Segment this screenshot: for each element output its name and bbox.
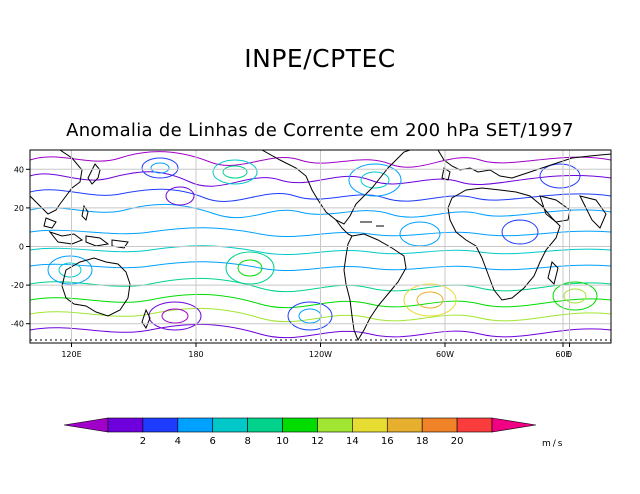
colorbar-label: 12 xyxy=(311,436,324,447)
eddy xyxy=(501,219,539,245)
streamline xyxy=(30,293,611,309)
colorbar-swatch xyxy=(142,417,179,433)
coastline-madagascar xyxy=(547,261,559,285)
eddy xyxy=(237,259,263,277)
colorbar-label: 18 xyxy=(416,436,429,447)
coastline-central-america xyxy=(335,219,353,237)
colorbar-label: 10 xyxy=(276,436,289,447)
colorbar-swatch xyxy=(282,417,318,433)
colorbar-swatch xyxy=(317,417,353,433)
colorbar-label: 4 xyxy=(175,436,181,447)
streamlines xyxy=(30,151,611,339)
eddy xyxy=(225,251,275,285)
coastline-north-america xyxy=(261,150,411,225)
coastline-indonesia xyxy=(43,217,129,249)
colorbar-label: 16 xyxy=(381,436,394,447)
colorbar-tip-low xyxy=(63,417,109,433)
streamline xyxy=(30,227,611,237)
lat-tick-label: 40 xyxy=(14,165,24,174)
lon-tick-label: 120W xyxy=(309,350,332,359)
coastline-africa xyxy=(447,187,561,301)
eddy xyxy=(563,288,587,304)
streamline xyxy=(30,277,611,293)
eddy xyxy=(287,301,333,331)
streamline xyxy=(30,188,611,202)
lat-ticks: 40 20 0 -20 -40 xyxy=(11,165,30,329)
streamline xyxy=(30,245,611,255)
coastline-europe xyxy=(437,150,611,179)
eddy xyxy=(416,291,444,309)
colorbar-label: 14 xyxy=(346,436,359,447)
colorbar-unit: m/s xyxy=(542,439,565,449)
eddy xyxy=(58,262,82,278)
streamline xyxy=(30,323,611,339)
colorbar-swatch xyxy=(212,417,248,433)
eddy xyxy=(141,157,179,179)
eddy xyxy=(150,162,170,174)
lon-tick-label: 60W xyxy=(436,350,454,359)
streamline xyxy=(30,203,611,219)
coastline-arabia xyxy=(539,195,571,223)
colorbar-tip-high xyxy=(491,417,537,433)
streamline xyxy=(30,151,611,168)
lon-tick-label: 60E xyxy=(555,350,570,359)
lon-tick-label: 0 xyxy=(567,350,572,359)
lat-tick-label: 20 xyxy=(14,204,24,213)
streamline xyxy=(30,171,611,187)
colorbar-label: 20 xyxy=(451,436,464,447)
eddy xyxy=(212,159,258,185)
coastline-philippines xyxy=(81,204,89,221)
eddy xyxy=(539,163,581,189)
eddy xyxy=(165,186,195,206)
header-title: INPE/CPTEC xyxy=(244,44,396,73)
colorbar-swatch xyxy=(107,417,144,433)
colorbar-swatch xyxy=(386,417,423,433)
colorbar-label: 2 xyxy=(140,436,146,447)
colorbar-label: 6 xyxy=(210,436,216,447)
colorbar-swatch xyxy=(352,417,388,433)
eddy xyxy=(161,308,189,324)
lat-tick-label: -20 xyxy=(11,281,24,290)
grid-lines xyxy=(30,150,611,343)
lon-tick-label: 120E xyxy=(61,350,81,359)
colorbar-swatch xyxy=(421,417,458,433)
colorbar-label: 8 xyxy=(244,436,250,447)
lat-tick-label: -40 xyxy=(11,320,24,329)
coastline-newzealand xyxy=(141,308,151,330)
eddy xyxy=(222,165,248,179)
colorbar-swatch xyxy=(177,417,214,433)
lon-tick-label: 180 xyxy=(188,350,203,359)
colorbar-swatch xyxy=(247,417,283,433)
coastline-australia xyxy=(61,257,131,317)
colorbar-swatch xyxy=(456,417,493,433)
eddy xyxy=(552,281,598,311)
streamline xyxy=(30,261,611,271)
eddy xyxy=(403,283,457,317)
chart-title: Anomalia de Linhas de Corrente em 200 hP… xyxy=(66,120,574,141)
coastline-caribbean xyxy=(360,221,384,227)
coastline-uk xyxy=(441,167,451,181)
lat-tick-label: 0 xyxy=(19,243,24,252)
streamline xyxy=(30,307,611,323)
eddy xyxy=(47,255,93,285)
coastline-japan xyxy=(87,163,101,185)
eddy xyxy=(348,163,402,197)
eddy xyxy=(360,171,390,189)
